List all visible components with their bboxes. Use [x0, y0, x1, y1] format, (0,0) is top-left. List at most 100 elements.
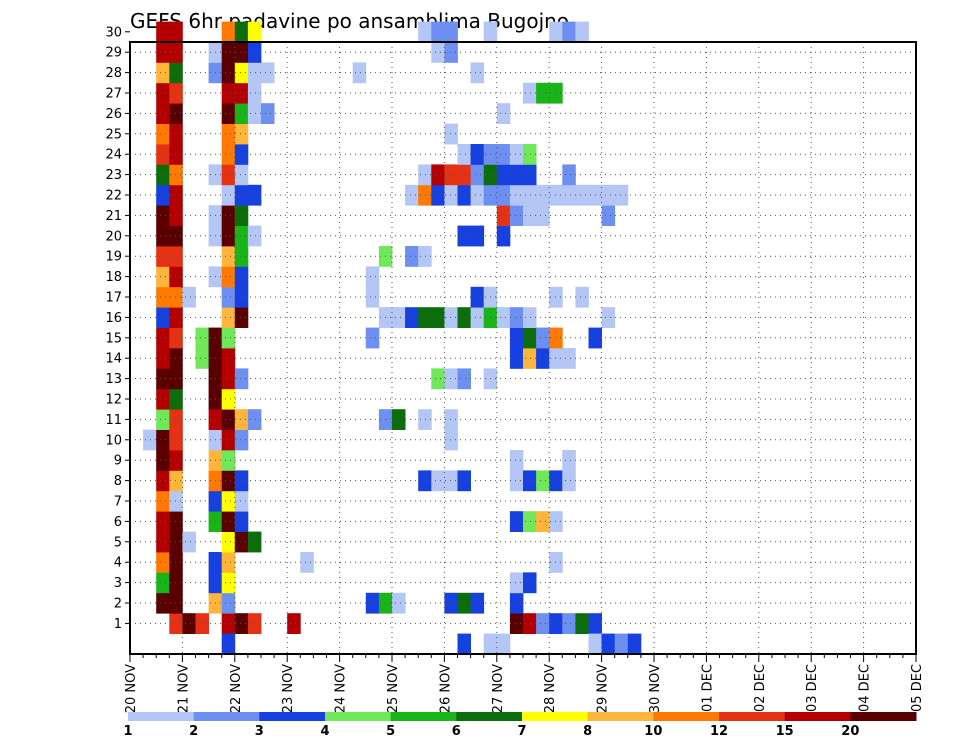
- y-tick-label-3: 3: [114, 576, 122, 591]
- y-tick-label-1: 1: [114, 617, 122, 632]
- grid-lines: [130, 42, 916, 654]
- heatmap-cell-11-0: [156, 388, 170, 410]
- legend-swatch-2: [259, 712, 326, 721]
- heatmap-cell-29-5: [418, 21, 432, 43]
- y-tick-label-10: 10: [105, 433, 122, 448]
- heatmap-cell-8-0: [156, 450, 170, 471]
- heatmap-cell-21-3: [234, 184, 249, 206]
- heatmap-cell-23-8: [509, 144, 524, 165]
- heatmap-cell-25-5: [261, 103, 275, 124]
- heatmap-cell-29-4: [247, 21, 262, 43]
- heatmap-cell-1-8: [457, 592, 471, 614]
- heatmap-cell-27-5: [247, 62, 262, 84]
- x-tick-label-15: 05 DEC: [910, 664, 925, 712]
- heatmap-cell-30-3: [496, 633, 511, 655]
- heatmap-cell-21-2: [221, 184, 236, 206]
- heatmap-cell-7-6: [431, 470, 445, 492]
- heatmap-cell-17-1: [169, 266, 183, 288]
- legend-label-7: 8: [583, 724, 592, 739]
- heatmap-cell-15-3: [234, 307, 249, 328]
- heatmap-cell-10-7: [392, 409, 406, 430]
- heatmap-cell-21-1: [169, 184, 183, 206]
- y-tick-label-13: 13: [105, 372, 122, 387]
- heatmap-cell-16-2: [182, 286, 196, 308]
- heatmap-cell-20-0: [156, 205, 170, 226]
- heatmap-cell-22-12: [509, 164, 524, 186]
- legend-label-5: 6: [452, 724, 461, 739]
- heatmap-cell-25-3: [234, 103, 249, 124]
- y-tick-label-20: 20: [105, 229, 122, 244]
- heatmap-cell-26-5: [523, 82, 537, 104]
- heatmap-cell-13-4: [221, 348, 236, 369]
- heatmap-cell-28-5: [247, 42, 262, 63]
- y-axis: 1234567891011121314151617181920212223242…: [105, 25, 130, 632]
- heatmap-cell-16-1: [169, 286, 183, 308]
- heatmap-cell-29-2: [221, 21, 236, 43]
- legend-swatch-4: [390, 712, 457, 721]
- heatmap-cell-20-5: [496, 205, 511, 226]
- heatmap-cell-0-4: [234, 613, 249, 634]
- heatmap-cell-14-2: [195, 327, 209, 349]
- x-tick-label-2: 22 NOV: [229, 664, 244, 713]
- legend-swatch-10: [784, 712, 851, 721]
- y-tick-label-23: 23: [105, 168, 122, 183]
- legend-label-11: 20: [841, 724, 859, 739]
- heatmap-cell-21-5: [405, 184, 419, 206]
- x-tick-label-7: 27 NOV: [491, 664, 506, 713]
- heatmap-cell-21-20: [601, 184, 616, 206]
- heatmap-cell-21-7: [431, 184, 445, 206]
- heatmap-cell-21-6: [418, 184, 432, 206]
- heatmap-cell-22-8: [457, 164, 471, 186]
- heatmap-cell-29-6: [431, 21, 445, 43]
- heatmap-cell-5-4: [234, 511, 249, 532]
- heatmap-cell-26-1: [169, 82, 183, 104]
- heatmap-cell-11-1: [169, 388, 183, 410]
- heatmap-cell-18-6: [418, 246, 432, 267]
- heatmap-cell-14-1: [169, 327, 183, 349]
- y-tick-label-19: 19: [105, 250, 122, 265]
- heatmap-cell-27-3: [221, 62, 236, 84]
- heatmap-cell-22-9: [470, 164, 485, 186]
- legend-label-0: 1: [123, 724, 132, 739]
- heatmap-cell-29-10: [562, 21, 576, 43]
- heatmap-cell-1-7: [444, 592, 458, 614]
- heatmap-cell-7-13: [562, 470, 576, 492]
- heatmap-cell-15-13: [496, 307, 511, 328]
- y-tick-label-8: 8: [114, 474, 122, 489]
- heatmap-cell-21-10: [470, 184, 485, 206]
- heatmap-cell-20-1: [169, 205, 183, 226]
- heatmap-cell-7-1: [169, 470, 183, 492]
- heatmap-cell-25-2: [221, 103, 236, 124]
- x-tick-label-12: 02 DEC: [753, 664, 768, 712]
- heatmap-cell-5-1: [169, 511, 183, 532]
- y-tick-label-2: 2: [114, 597, 122, 612]
- legend-label-9: 12: [710, 724, 728, 739]
- heatmap-cell-9-0: [143, 429, 157, 451]
- heatmap-cell-20-3: [221, 205, 236, 226]
- heatmap-cell-28-3: [221, 42, 236, 63]
- heatmap-cell-12-3: [221, 368, 236, 390]
- x-tick-label-0: 20 NOV: [124, 664, 139, 713]
- heatmap-cell-10-1: [169, 409, 183, 430]
- heatmap-cell-14-8: [536, 327, 550, 349]
- heatmap-cell-9-2: [169, 429, 183, 451]
- y-tick-label-29: 29: [105, 46, 122, 61]
- heatmap-cell-30-1: [457, 633, 471, 655]
- heatmap-cell-19-5: [247, 225, 262, 247]
- heatmap-cell-18-5: [405, 246, 419, 267]
- heatmap-cell-7-7: [444, 470, 458, 492]
- x-tick-label-14: 04 DEC: [858, 664, 873, 712]
- heatmap-cell-29-1: [169, 21, 183, 43]
- legend-label-8: 10: [644, 724, 662, 739]
- heatmap-cell-25-6: [496, 103, 511, 124]
- heatmap-cell-29-8: [483, 21, 498, 43]
- heatmap-cell-14-4: [221, 327, 236, 349]
- heatmap-cell-30-0: [221, 633, 236, 655]
- heatmap-cell-30-6: [614, 633, 629, 655]
- legend-label-1: 2: [189, 724, 198, 739]
- heatmap-cells: [143, 21, 642, 655]
- heatmap-cell-9-1: [156, 429, 170, 451]
- legend-swatch-3: [325, 712, 392, 721]
- heatmap-cell-27-4: [234, 62, 249, 84]
